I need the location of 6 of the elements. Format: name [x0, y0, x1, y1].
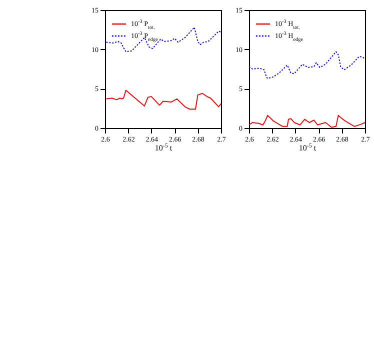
line-series — [106, 90, 222, 110]
line-series — [106, 26, 222, 52]
x-axis-title: 10$^{-5}$ t — [154, 144, 173, 152]
x-axis-title: 10$^{-5}$ t — [298, 144, 317, 152]
line-series — [248, 51, 366, 79]
line-series — [248, 114, 366, 128]
